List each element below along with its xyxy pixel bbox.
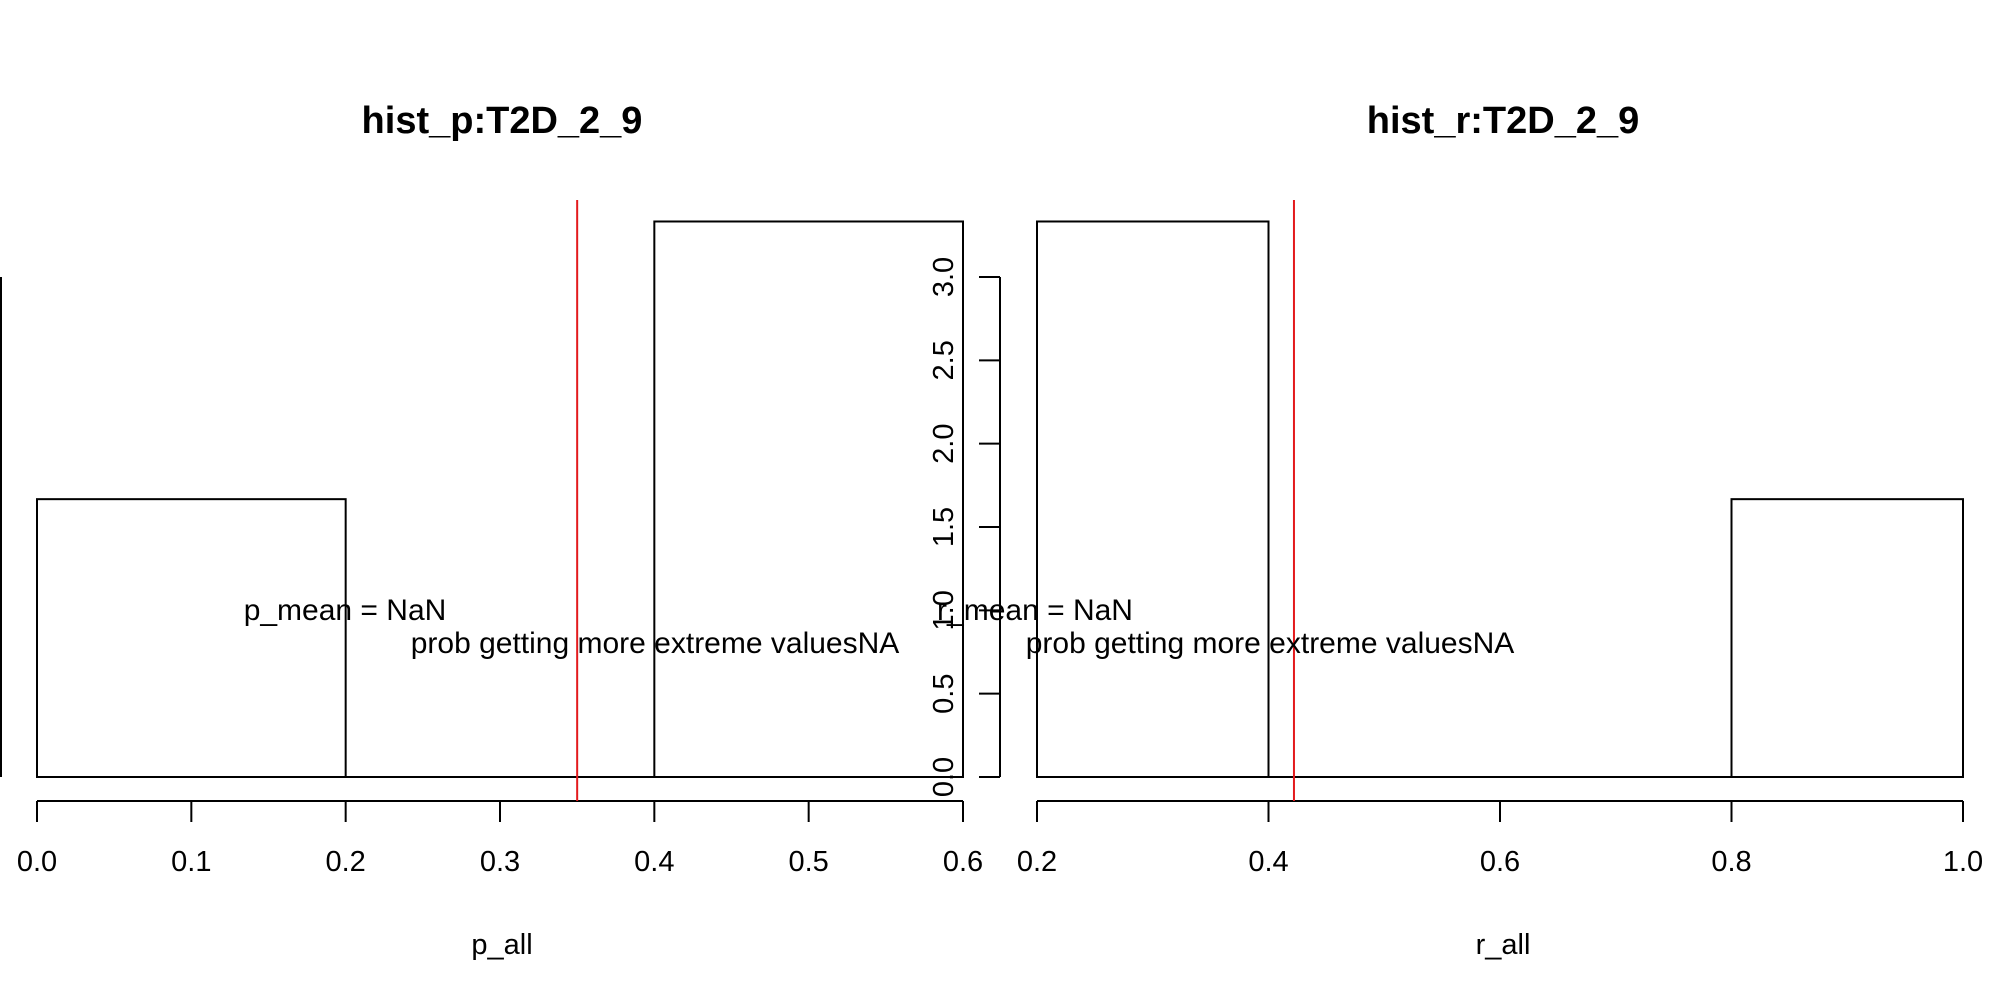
panel2-mean-annotation: r_mean = NaN	[937, 594, 1133, 627]
panel1-x-tick-label: 0.2	[326, 846, 366, 878]
y-tick-label: 3.0	[928, 257, 960, 297]
panel2-x-tick-label: 0.6	[1480, 846, 1520, 878]
panel1-mean-annotation: p_mean = NaN	[244, 594, 447, 627]
panel1-bars	[36, 220, 964, 778]
panel1-x-tick-label: 0.0	[17, 846, 57, 878]
panel1-x-tick-label: 0.6	[943, 846, 983, 878]
y-tick-label: 2.5	[928, 340, 960, 380]
panel1-bar	[653, 220, 964, 778]
panel2-x-axis: 0.2 0.4 0.6 0.8 1.0	[1017, 800, 1983, 878]
panel2-prob-annotation: prob getting more extreme valuesNA	[1026, 627, 1515, 660]
y-tick-label: 1.5	[928, 507, 960, 547]
y-tick-label: 0.0	[928, 757, 960, 797]
panel1-xlabel: p_all	[471, 929, 532, 961]
panel1-x-tick-label: 0.1	[171, 846, 211, 878]
panel2-bars	[1036, 220, 1964, 778]
panel2-title: hist_r:T2D_2_9	[1367, 100, 1639, 142]
panel1-x-tick-label: 0.3	[480, 846, 520, 878]
panel2-y-axis: 0.0 0.5 1.0 1.5 2.0 2.5 3.0	[928, 257, 1001, 797]
panel1-prob-annotation: prob getting more extreme valuesNA	[411, 627, 900, 660]
panel2-x-tick-label: 0.2	[1017, 846, 1057, 878]
y-tick-label: 2.0	[928, 423, 960, 463]
panel1-x-tick-label: 0.4	[634, 846, 674, 878]
panel2-x-tick-label: 0.8	[1711, 846, 1751, 878]
panel2-xlabel: r_all	[1476, 929, 1531, 961]
panel2-x-tick-label: 0.4	[1248, 846, 1288, 878]
panel2-bar	[1036, 220, 1270, 778]
panel1-title: hist_p:T2D_2_9	[362, 100, 643, 142]
panel1-x-tick-label: 0.5	[789, 846, 829, 878]
panel2-x-tick-label: 1.0	[1943, 846, 1983, 878]
mean-lines	[576, 200, 1295, 801]
y-tick-label: 0.5	[928, 674, 960, 714]
panel1-bar	[36, 498, 347, 778]
panel1-x-axis: 0.0 0.1 0.2 0.3 0.4 0.5 0.6	[17, 800, 983, 878]
panel2-bar	[1730, 498, 1964, 778]
y-tick-label: 1.0	[928, 590, 960, 630]
